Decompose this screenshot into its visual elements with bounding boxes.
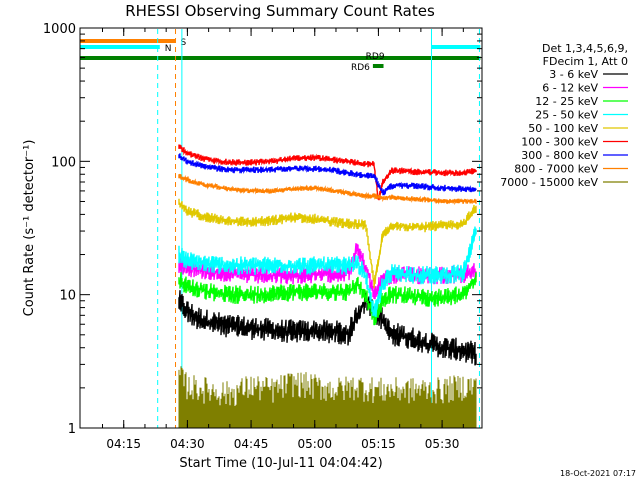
legend-entry-label: 12 - 25 keV	[535, 95, 598, 108]
x-axis-ticks: 04:15 04:30 04:45 05:00 05:15 05:30	[101, 28, 464, 451]
series-lines	[178, 144, 477, 428]
legend-entry-label: 300 - 800 keV	[521, 149, 598, 162]
legend: Det 1,3,4,5,6,9,FDecim 1, Att 03 - 6 keV…	[500, 42, 628, 189]
footer-timestamp: 18-Oct-2021 07:17	[560, 469, 636, 478]
state-bar-label: N	[165, 44, 172, 54]
legend-header: Det 1,3,4,5,6,9,	[542, 42, 628, 55]
y-axis-label: Count Rate (s⁻¹ detector⁻¹)	[22, 140, 37, 317]
x-axis-label: Start Time (10-Jul-11 04:04:42)	[179, 456, 382, 471]
state-bar-label: RD6	[351, 63, 370, 73]
series-line	[178, 366, 477, 428]
series-line	[178, 153, 477, 196]
legend-entry-label: 25 - 50 keV	[535, 109, 598, 122]
x-tick-label: 04:15	[106, 437, 141, 451]
x-tick-label: 05:30	[425, 437, 460, 451]
x-tick-label: 05:15	[361, 437, 396, 451]
x-tick-label: 05:00	[297, 437, 332, 451]
legend-entry-label: 7000 - 15000 keV	[500, 176, 598, 189]
y-axis-ticks: 1 10 100 1000	[43, 22, 482, 437]
x-tick-label: 04:45	[234, 437, 269, 451]
plot-frame	[79, 27, 483, 429]
series-line	[178, 226, 477, 318]
state-bar-label: S	[181, 38, 187, 48]
series-line	[178, 198, 477, 289]
legend-header: FDecim 1, Att 0	[543, 55, 628, 68]
x-tick-label: 04:30	[170, 437, 205, 451]
legend-entry-label: 6 - 12 keV	[542, 82, 598, 95]
y-tick-label: 100	[51, 155, 76, 170]
series-line	[178, 173, 477, 206]
y-tick-label: 10	[59, 289, 76, 304]
series-line	[178, 272, 477, 326]
legend-entry-label: 50 - 100 keV	[528, 122, 598, 135]
chart-title: RHESSI Observing Summary Count Rates	[125, 2, 435, 20]
legend-entry-label: 800 - 7000 keV	[514, 163, 598, 176]
y-tick-label: 1000	[43, 22, 76, 37]
series-line	[178, 144, 477, 201]
y-tick-label: 1	[68, 422, 76, 437]
legend-entry-label: 3 - 6 keV	[549, 68, 598, 81]
state-bar-label: RD9	[366, 52, 385, 62]
legend-entry-label: 100 - 300 keV	[521, 136, 598, 149]
series-line	[178, 290, 477, 366]
